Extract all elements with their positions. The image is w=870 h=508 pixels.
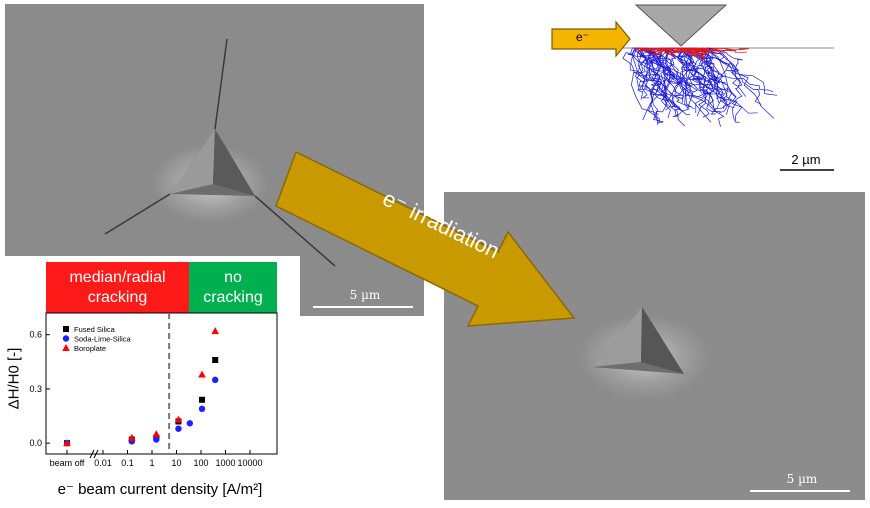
data-point-soda-lime-silica	[198, 405, 206, 413]
legend-label: Soda-Lime-Silica	[74, 335, 132, 344]
data-point-soda-lime-silica	[153, 436, 160, 443]
simulation-scale-label: 2 µm	[791, 152, 821, 167]
trajectory-path	[665, 47, 713, 89]
scale-label-before: 5 µm	[349, 288, 381, 302]
data-point-soda-lime-silica	[212, 376, 219, 384]
trajectory-path	[631, 47, 691, 108]
x-tick-label: 10	[171, 458, 181, 468]
trajectory-path	[632, 47, 660, 123]
trajectory-path	[694, 47, 743, 87]
legend-marker	[63, 326, 69, 332]
region-no-cracking	[189, 262, 277, 313]
trajectory-path	[640, 48, 681, 117]
data-point-boroplate	[63, 439, 71, 447]
trajectory-path	[633, 47, 652, 99]
trajectory-path	[650, 47, 667, 126]
y-axis-label: ΔH/H0 [-]	[5, 347, 23, 410]
indenter-tip-shape	[634, 4, 728, 47]
region-cracking-label-line2: cracking	[87, 289, 148, 306]
legend-label: Boroplate	[74, 344, 106, 353]
axis-break	[93, 449, 99, 459]
trajectory-path	[700, 47, 762, 105]
y-tick-label: 0.0	[29, 438, 42, 448]
data-point-boroplate	[128, 433, 136, 441]
trajectory-path	[655, 47, 710, 118]
data-point-boroplate	[198, 370, 206, 378]
data-point-boroplate	[174, 415, 183, 423]
plot-frame	[45, 312, 278, 455]
trajectory-path	[627, 47, 672, 106]
x-tick-label: 100	[193, 458, 208, 468]
monte-carlo-simulation: e⁻ 2 µm	[548, 0, 840, 178]
blue-trajectories	[622, 47, 778, 127]
x-axis-label: e⁻ beam current density [A/m²]	[57, 481, 263, 498]
region-cracking	[46, 262, 189, 313]
trajectory-path	[690, 47, 720, 103]
trajectory-path	[674, 47, 727, 84]
y-tick-label: 0.6	[29, 330, 42, 340]
trajectory-path	[652, 47, 681, 54]
red-trajectories	[633, 47, 750, 61]
electron-trajectories-graphic	[551, 4, 834, 171]
x-tick-label: 0.01	[94, 458, 112, 468]
trajectory-path	[630, 47, 659, 115]
data-point-fused-silica	[212, 357, 219, 363]
hardness-chart: median/radial cracking no cracking 0.0 0.…	[0, 256, 300, 506]
y-tick-label: 0.3	[29, 384, 42, 394]
region-no-cracking-label-line2: cracking	[203, 289, 263, 306]
irradiation-arrow-shape	[275, 150, 576, 327]
scale-bar-after	[750, 490, 850, 492]
trajectory-path	[642, 47, 680, 108]
sem-image-before: 5 µm	[5, 4, 424, 316]
trajectory-path	[642, 47, 692, 51]
trajectory-path	[676, 47, 737, 98]
beam-label: e⁻	[576, 30, 590, 44]
trajectory-path	[636, 47, 663, 57]
x-tick-label: 0.1	[121, 458, 134, 468]
scale-bar-before	[313, 306, 413, 308]
axis-break	[89, 449, 95, 459]
trajectory-path	[662, 47, 677, 100]
region-cracking-label-line1: median/radial	[69, 269, 166, 286]
x-tick-label: 10000	[237, 458, 262, 468]
electron-beam-arrow	[551, 20, 631, 58]
trajectory-path	[679, 47, 724, 96]
trajectory-path	[643, 47, 685, 99]
region-no-cracking-label-line1: no	[224, 269, 242, 286]
data-point-fused-silica	[199, 396, 206, 403]
trajectory-path	[647, 47, 661, 94]
x-tick-label: beam off	[50, 458, 85, 468]
irradiation-arrow	[272, 140, 582, 330]
data-point-boroplate	[211, 327, 220, 335]
trajectory-path	[690, 47, 723, 115]
trajectory-path	[637, 47, 653, 121]
trajectory-path	[706, 47, 775, 119]
legend-marker	[62, 335, 70, 342]
scale-label-after: 5 µm	[786, 472, 818, 486]
trajectory-path	[708, 47, 747, 97]
x-tick-label: 1000	[215, 458, 235, 468]
data-point-soda-lime-silica	[186, 420, 194, 427]
trajectory-path	[688, 47, 750, 51]
x-tick-label: 1	[149, 458, 154, 468]
legend-label: Fused Silica	[74, 325, 116, 334]
data-point-boroplate	[152, 430, 161, 438]
trajectory-path	[686, 47, 735, 109]
legend-marker	[62, 344, 70, 351]
data-point-soda-lime-silica	[175, 425, 182, 432]
trajectory-path	[640, 47, 661, 91]
